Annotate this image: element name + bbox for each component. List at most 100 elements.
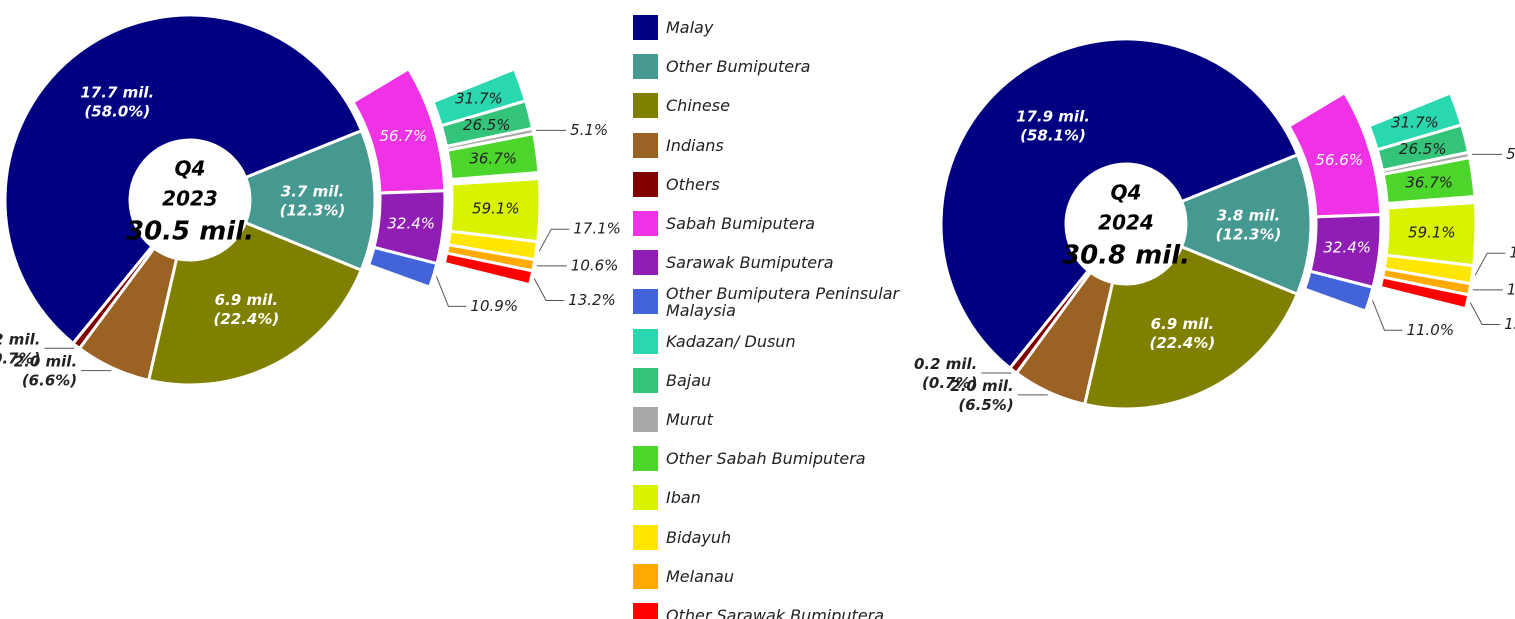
- value-label: 56.7%: [379, 127, 427, 145]
- legend-label: Iban: [666, 488, 701, 508]
- value-label-line: (12.3%): [280, 201, 346, 219]
- value-label: 2.0 mil. (6.6%): [14, 352, 77, 389]
- value-label-line: 2.0 mil.: [14, 352, 77, 370]
- value-label-line: 17.9 mil.: [1016, 107, 1090, 125]
- legend-label: Bajau: [666, 370, 712, 390]
- value-label: 17.1%: [1509, 244, 1515, 262]
- value-label: 11.0%: [1406, 321, 1454, 339]
- legend-item: Other Sarawak Bumiputera: [633, 596, 923, 619]
- leader-line: [1372, 300, 1403, 331]
- value-label: 10.9%: [470, 297, 518, 315]
- value-label: 17.7 mil. (58.0%): [80, 83, 154, 120]
- wedge: [1082, 244, 1300, 411]
- legend-label: Other Bumiputera Peninsular Malaysia: [666, 283, 900, 320]
- legend-swatch: [633, 171, 658, 197]
- value-label: 13.2%: [1504, 315, 1515, 333]
- value-label: 59.1%: [472, 199, 520, 217]
- wedge: [146, 220, 364, 387]
- value-label: 59.1%: [1408, 223, 1456, 241]
- legend-item: Iban: [633, 478, 923, 517]
- center-text: 30.8 mil.: [1062, 241, 1190, 271]
- value-label-line: 3.8 mil.: [1217, 206, 1280, 224]
- value-label-line: 2.0 mil.: [950, 376, 1013, 394]
- value-label: 3.8 mil. (12.3%): [1216, 206, 1282, 243]
- legend-swatch: [633, 524, 658, 550]
- legend-swatch: [633, 211, 658, 237]
- legend-swatch: [633, 54, 658, 80]
- legend-item: Murut: [633, 400, 923, 439]
- value-label-line: (22.4%): [1149, 333, 1215, 351]
- value-label-line: 6.9 mil.: [1151, 314, 1214, 332]
- value-label-line: (0.7%): [922, 373, 977, 391]
- legend-label: Indians: [666, 135, 724, 155]
- legend-label: Melanau: [666, 566, 734, 586]
- value-label: 36.7%: [1405, 173, 1453, 191]
- legend-label: Kadazan/ Dusun: [666, 331, 796, 351]
- value-label: 2.0 mil. (6.5%): [950, 376, 1013, 413]
- legend-swatch: [633, 250, 658, 276]
- wedge: [366, 245, 439, 290]
- wedge: [70, 244, 157, 351]
- value-label-line: (58.0%): [84, 102, 150, 120]
- value-label: 36.7%: [469, 149, 517, 167]
- center-text: Q4: [1111, 181, 1142, 205]
- value-label: 17.9 mil. (58.1%): [1016, 107, 1090, 144]
- legend-swatch: [633, 15, 658, 41]
- center-hole: [1068, 166, 1184, 282]
- leader-line: [1469, 302, 1501, 325]
- legend-label: Malay: [666, 18, 714, 38]
- value-label: 3.7 mil. (12.3%): [280, 182, 346, 219]
- legend-label: Sarawak Bumiputera: [666, 253, 834, 273]
- value-label: 5.1%: [570, 121, 608, 139]
- legend-swatch: [633, 367, 658, 393]
- legend-swatch: [633, 602, 658, 619]
- value-label: 26.5%: [1399, 140, 1447, 158]
- value-label-line: 0.2 mil.: [914, 354, 977, 372]
- legend-swatch: [633, 485, 658, 511]
- legend-label: Chinese: [666, 96, 730, 116]
- legend-label: Other Bumiputera: [666, 57, 811, 77]
- legend-swatch: [633, 563, 658, 589]
- legend-item: Bidayuh: [633, 517, 923, 556]
- legend-label: Sabah Bumiputera: [666, 214, 816, 234]
- leader-line: [538, 228, 570, 252]
- legend-item: Others: [633, 165, 923, 204]
- legend-label: Others: [666, 174, 720, 194]
- legend-item: Malay: [633, 8, 923, 47]
- value-label: 6.9 mil. (22.4%): [213, 290, 279, 327]
- legend-item: Kadazan/ Dusun: [633, 322, 923, 361]
- legend-swatch: [633, 132, 658, 158]
- legend-item: Other Bumiputera Peninsular Malaysia: [633, 282, 923, 321]
- value-label: 31.7%: [1391, 114, 1439, 132]
- wedge: [445, 131, 541, 182]
- value-label: 0.2 mil.(0.7%): [914, 354, 977, 391]
- value-label-line: 0.2 mil.: [0, 330, 40, 348]
- value-label: 0.2 mil.(0.7%): [0, 330, 40, 367]
- center-text: Q4: [175, 157, 206, 181]
- value-label: 10.6%: [571, 256, 619, 274]
- value-label: 31.7%: [455, 90, 503, 108]
- value-label: 32.4%: [387, 214, 435, 232]
- value-label: 56.6%: [1315, 151, 1363, 169]
- value-label: 13.2%: [568, 291, 616, 309]
- value-label-line: (58.1%): [1020, 126, 1086, 144]
- legend-swatch: [633, 93, 658, 119]
- legend-item: Sarawak Bumiputera: [633, 243, 923, 282]
- value-label-line: (6.5%): [958, 395, 1013, 413]
- leader-line: [435, 276, 467, 307]
- legend-label: Bidayuh: [666, 527, 732, 547]
- value-label-line: (12.3%): [1216, 225, 1282, 243]
- wedge: [1378, 275, 1471, 311]
- wedge: [3, 13, 364, 346]
- legend-label: Other Sarawak Bumiputera: [666, 605, 885, 619]
- wedge: [442, 251, 535, 287]
- legend-item: Sabah Bumiputera: [633, 204, 923, 243]
- value-label-line: 17.7 mil.: [80, 83, 154, 101]
- leader-line: [533, 278, 565, 301]
- center-text: 30.5 mil.: [126, 217, 254, 247]
- legend-swatch: [633, 328, 658, 354]
- wedge: [1007, 268, 1093, 376]
- center-text: 2023: [162, 187, 218, 211]
